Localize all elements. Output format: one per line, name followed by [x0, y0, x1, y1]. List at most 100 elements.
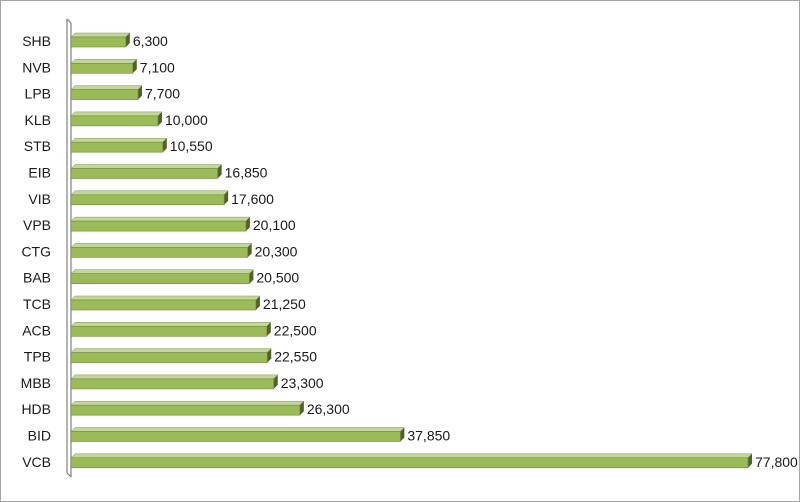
bar-nvb	[70, 59, 138, 74]
bar-vib	[70, 190, 229, 206]
bar-lpb	[70, 85, 143, 100]
bar-side-face	[299, 401, 304, 416]
value-label-acb: 22,500	[274, 322, 317, 338]
category-label-klb: KLB	[25, 112, 51, 128]
bar-front-face	[70, 404, 301, 416]
bar-side-face	[267, 348, 272, 363]
bar-mbb	[70, 374, 279, 390]
category-label-bid: BID	[28, 428, 51, 444]
bar-top-face	[70, 295, 261, 301]
bar-vcb	[70, 453, 753, 469]
bar-top-face	[70, 427, 405, 432]
category-label-mbb: MBB	[21, 375, 51, 391]
category-label-ctg: CTG	[21, 243, 51, 259]
bar-side-face	[217, 164, 222, 179]
bar-front-face	[70, 299, 257, 311]
value-label-hdb: 26,300	[307, 401, 350, 417]
bar-top-face	[70, 243, 253, 248]
bar-front-face	[70, 194, 225, 206]
category-label-shb: SHB	[22, 33, 51, 49]
bar-side-face	[162, 138, 167, 153]
bar-top-face	[70, 322, 272, 327]
value-label-klb: 10,000	[165, 112, 208, 128]
category-label-eib: EIB	[28, 165, 51, 181]
bar-front-face	[70, 378, 275, 390]
category-label-bab: BAB	[23, 270, 51, 286]
value-label-shb: 6,300	[133, 33, 168, 49]
labels-layer: SHB 6,300 NVB 7,100 LPB 7,700 KLB 10,000 STB 10,5…	[21, 33, 798, 470]
bar-top-face	[70, 137, 168, 143]
bar-top-face	[70, 85, 143, 90]
value-label-vpb: 20,100	[253, 217, 296, 233]
y-axis-wall-top	[66, 18, 72, 24]
value-label-mbb: 23,300	[281, 375, 324, 391]
bar-front-face	[70, 115, 159, 127]
bar-top-face	[70, 190, 229, 196]
category-label-lpb: LPB	[25, 86, 51, 102]
category-label-hdb: HDB	[21, 401, 51, 417]
bar-front-face	[70, 431, 401, 442]
bar-bid	[70, 427, 405, 442]
bar-top-face	[70, 164, 223, 169]
category-label-tcb: TCB	[23, 296, 51, 312]
bar-hdb	[70, 400, 305, 416]
bar-tpb	[70, 348, 272, 363]
bar-side-face	[247, 243, 252, 258]
bar-front-face	[70, 352, 268, 363]
category-label-stb: STB	[24, 138, 51, 154]
category-label-vpb: VPB	[23, 217, 51, 233]
bar-top-face	[70, 216, 251, 222]
value-label-tpb: 22,550	[274, 349, 317, 365]
bar-front-face	[70, 325, 268, 337]
value-label-eib: 16,850	[225, 165, 268, 181]
bar-top-face	[70, 348, 272, 353]
bar-stb	[70, 137, 168, 153]
bar-ctg	[70, 243, 253, 258]
bar-side-face	[125, 33, 130, 47]
bar-bab	[70, 269, 254, 285]
bar-vpb	[70, 216, 251, 232]
bar-front-face	[70, 141, 164, 153]
value-label-nvb: 7,100	[140, 59, 175, 75]
value-label-bid: 37,850	[407, 428, 450, 444]
bar-side-face	[273, 374, 278, 389]
bar-eib	[70, 164, 223, 179]
category-label-vib: VIB	[28, 191, 51, 207]
bar-top-face	[70, 374, 279, 380]
bar-shb	[70, 32, 131, 48]
bar-klb	[70, 111, 163, 127]
bar-side-face	[748, 453, 752, 468]
category-label-nvb: NVB	[22, 59, 51, 75]
bar-front-face	[70, 62, 134, 74]
category-label-tpb: TPB	[24, 349, 51, 365]
value-label-ctg: 20,300	[255, 243, 298, 259]
value-label-tcb: 21,250	[263, 296, 306, 312]
bar-side-face	[255, 296, 260, 310]
bar-side-face	[249, 269, 254, 284]
category-label-acb: ACB	[22, 322, 51, 338]
bar-top-face	[70, 453, 753, 459]
bar-front-face	[70, 247, 248, 258]
bar-side-face	[138, 85, 143, 100]
y-axis-wall-bottom	[66, 472, 72, 478]
bar-side-face	[245, 217, 250, 232]
bar-side-face	[132, 59, 137, 74]
bar-top-face	[70, 400, 305, 406]
bar-front-face	[70, 168, 218, 179]
bar-acb	[70, 322, 272, 337]
value-label-vcb: 77,800	[755, 454, 798, 470]
axis-layer	[66, 18, 72, 478]
bar-front-face	[70, 457, 749, 469]
bar-side-face	[266, 322, 271, 337]
bar-top-face	[70, 59, 138, 64]
category-label-vcb: VCB	[22, 454, 51, 470]
bar-side-face	[400, 427, 405, 442]
value-label-vib: 17,600	[231, 191, 274, 207]
value-label-bab: 20,500	[256, 270, 299, 286]
bar-front-face	[70, 220, 247, 232]
bar-tcb	[70, 295, 261, 311]
bar-front-face	[70, 36, 127, 48]
value-label-lpb: 7,700	[145, 86, 180, 102]
